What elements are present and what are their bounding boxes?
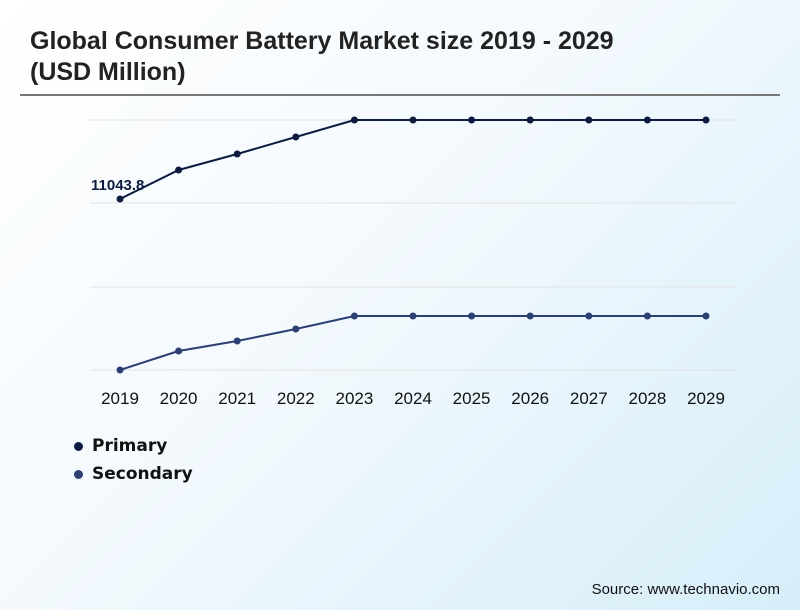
data-point-primary — [409, 116, 417, 124]
x-tick-label: 2022 — [277, 389, 315, 408]
data-point-secondary — [585, 312, 593, 320]
data-point-primary — [643, 116, 651, 124]
x-tick-label: 2023 — [335, 389, 373, 408]
data-point-primary — [526, 116, 534, 124]
data-point-primary — [175, 166, 183, 174]
data-point-secondary — [116, 366, 124, 374]
title-divider — [20, 94, 780, 96]
data-point-secondary — [526, 312, 534, 320]
legend-item-secondary[interactable]: Secondary — [74, 464, 193, 484]
data-point-primary — [350, 116, 358, 124]
data-label: 11043.8 — [91, 177, 144, 194]
data-point-primary — [702, 116, 710, 124]
data-point-secondary — [292, 325, 300, 333]
data-point-secondary — [702, 312, 710, 320]
data-point-primary — [233, 150, 241, 158]
x-tick-label: 2025 — [453, 389, 491, 408]
x-tick-label: 2028 — [628, 389, 666, 408]
x-tick-label: 2021 — [218, 389, 256, 408]
data-point-primary — [292, 133, 300, 141]
legend-label-primary: Primary — [92, 436, 168, 456]
legend-item-primary[interactable]: Primary — [74, 436, 167, 456]
chart-title: Global Consumer Battery Market size 2019… — [30, 27, 614, 86]
x-tick-label: 2027 — [570, 389, 608, 408]
x-tick-label: 2024 — [394, 389, 432, 408]
data-point-secondary — [233, 337, 241, 345]
series-line-secondary — [119, 314, 706, 371]
series-line-primary — [119, 118, 706, 200]
data-point-primary — [468, 116, 476, 124]
x-tick-label: 2019 — [101, 389, 139, 408]
data-point-secondary — [175, 347, 183, 355]
data-point-secondary — [643, 312, 651, 320]
data-point-primary — [116, 195, 124, 203]
data-point-primary — [585, 116, 593, 124]
x-tick-label: 2020 — [160, 389, 198, 408]
legend-marker-secondary — [74, 469, 83, 479]
legend-marker-primary — [74, 441, 83, 451]
data-point-secondary — [409, 312, 417, 320]
data-point-secondary — [350, 312, 358, 320]
source-note: Source: www.technavio.com — [591, 581, 780, 598]
legend-label-secondary: Secondary — [92, 464, 193, 484]
data-point-secondary — [468, 312, 476, 320]
x-tick-label: 2029 — [687, 389, 725, 408]
x-tick-label: 2026 — [511, 389, 549, 408]
